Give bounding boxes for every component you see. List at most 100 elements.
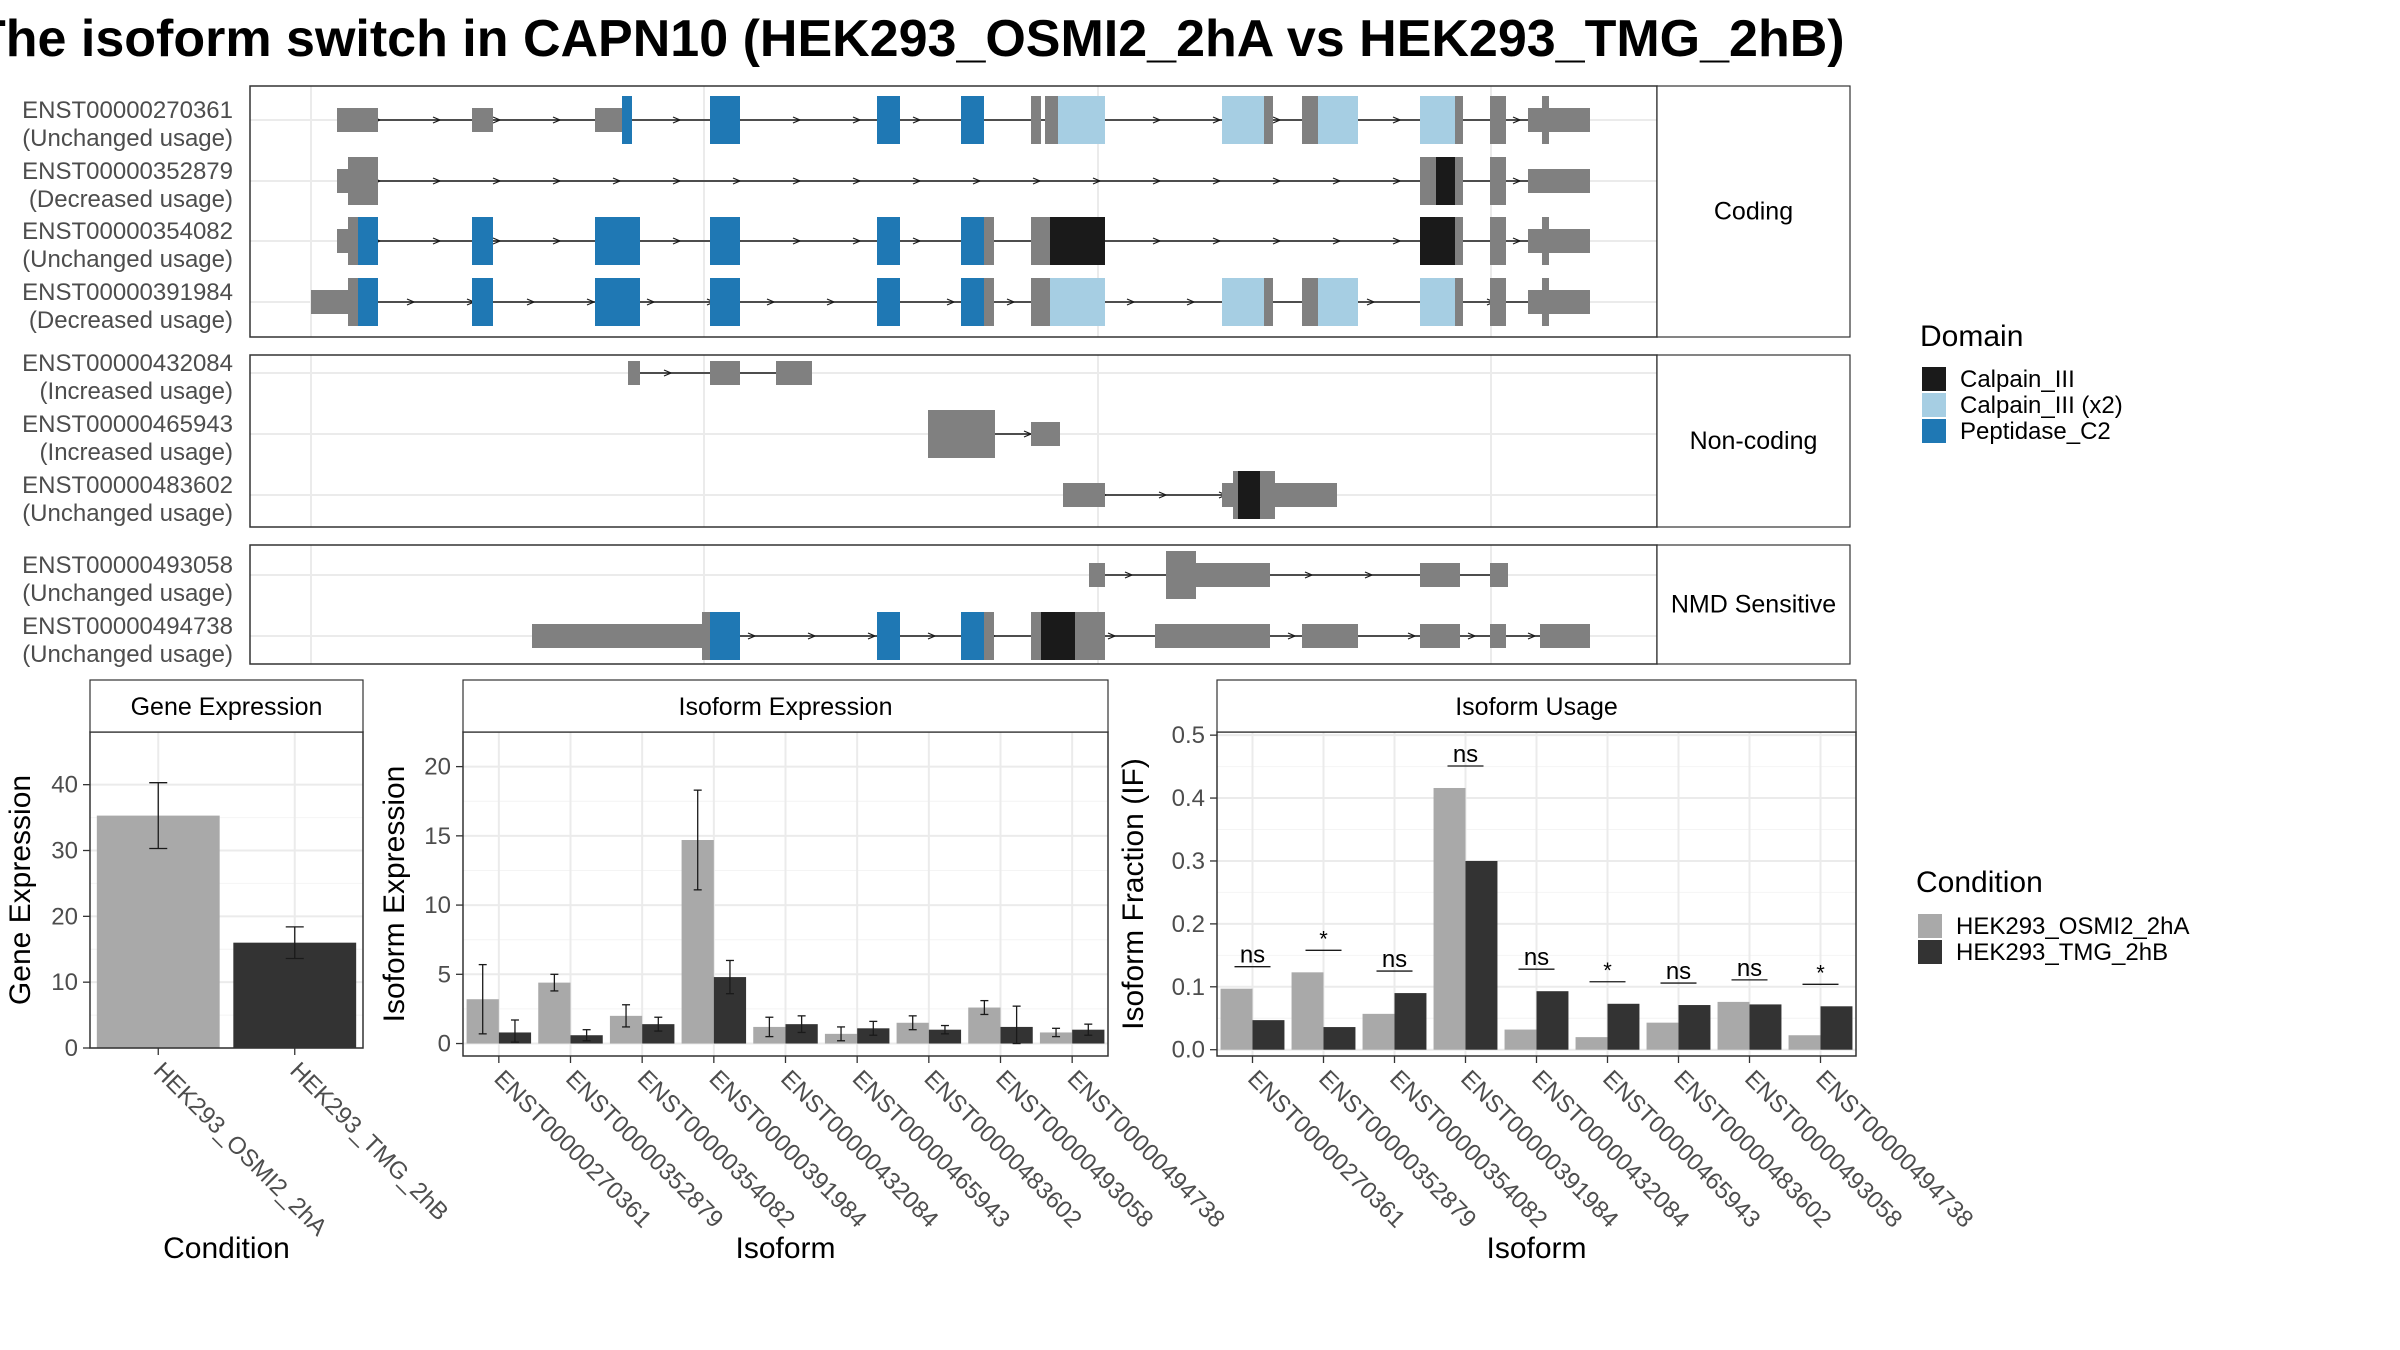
strand-arrow (552, 177, 562, 185)
exon (1542, 217, 1549, 265)
exon (1275, 483, 1337, 507)
protein-domain (961, 96, 984, 144)
bar (1820, 1006, 1853, 1050)
transcript-id: ENST00000354082 (22, 218, 233, 245)
exon (311, 290, 348, 314)
protein-domain (1041, 217, 1050, 265)
bar (642, 1024, 675, 1044)
strand-arrow (792, 237, 802, 245)
y-axis-title: Isoform Fraction (IF) (1117, 758, 1150, 1030)
exon (1490, 563, 1508, 587)
strip-box (462, 679, 1109, 733)
significance-label: ns (1453, 741, 1478, 768)
protein-domain (1490, 278, 1506, 326)
protein-domain (1302, 96, 1318, 144)
transcript-id: ENST00000432084 (22, 350, 233, 377)
strand-arrow (1512, 237, 1522, 245)
y-tick-label: 10 (424, 892, 451, 919)
exon (337, 229, 348, 253)
chart-title: Gene Expression (131, 693, 323, 721)
strand-arrow (646, 298, 656, 306)
strand-arrow (1212, 237, 1222, 245)
exon (1155, 624, 1270, 648)
exon (1490, 624, 1506, 648)
strip-box (89, 679, 364, 733)
protein-domain (877, 217, 900, 265)
chart-title: Isoform Usage (1455, 693, 1618, 721)
strand-arrow (1332, 177, 1342, 185)
strand-arrow (1124, 571, 1134, 579)
exon (1302, 624, 1358, 648)
exon (1420, 157, 1436, 205)
protein-domain (1264, 278, 1273, 326)
y-tick-label: 0.5 (1172, 722, 1205, 749)
protein-domain (622, 96, 632, 144)
strand-arrow (663, 369, 673, 377)
strip-box (1656, 354, 1851, 528)
exon (1540, 624, 1590, 648)
bar (1678, 1005, 1711, 1050)
bar (1575, 1037, 1608, 1050)
protein-domain (1420, 217, 1455, 265)
transcript-usage: (Increased usage) (40, 378, 233, 405)
strand-arrow (432, 177, 442, 185)
protein-domain (1041, 278, 1050, 326)
exon (1542, 96, 1549, 144)
strip-box (1656, 85, 1851, 338)
strand-arrow (1392, 237, 1402, 245)
legend-swatch (1922, 419, 1946, 443)
protein-domain (595, 278, 640, 326)
bar (1788, 1035, 1821, 1050)
protein-domain (472, 278, 493, 326)
transcript-usage: (Unchanged usage) (22, 641, 233, 668)
protein-domain (877, 278, 900, 326)
strand-arrow (732, 177, 742, 185)
protein-domain (1455, 278, 1463, 326)
y-axis-title: Gene Expression (4, 775, 37, 1005)
strand-arrow (946, 298, 956, 306)
exon (1490, 157, 1506, 205)
bar (928, 1029, 962, 1044)
protein-domain (1318, 278, 1358, 326)
strand-arrow (852, 237, 862, 245)
protein-domain (1490, 96, 1506, 144)
exon (1528, 229, 1590, 253)
bar (1039, 1032, 1073, 1044)
transcript-usage: (Unchanged usage) (22, 580, 233, 607)
exon (348, 217, 358, 265)
protein-domain (1238, 471, 1260, 519)
exon (776, 361, 812, 385)
strand-arrow (766, 298, 776, 306)
y-tick-label: 0.1 (1172, 974, 1205, 1001)
exon (337, 169, 348, 193)
strand-arrow (1304, 571, 1314, 579)
y-tick-label: 0.3 (1172, 848, 1205, 875)
bar (1362, 1013, 1395, 1050)
bar (1323, 1027, 1356, 1050)
exon (1089, 563, 1105, 587)
strand-arrow (807, 632, 817, 640)
protein-domain (1455, 217, 1463, 265)
strand-arrow (1158, 491, 1168, 499)
exon (1063, 483, 1105, 507)
protein-domain (1045, 96, 1058, 144)
significance-label: ns (1524, 944, 1549, 971)
bar (785, 1024, 818, 1044)
transcript-usage: (Decreased usage) (29, 186, 233, 213)
strand-arrow (1392, 116, 1402, 124)
strand-arrow (1152, 237, 1162, 245)
bar (233, 942, 357, 1048)
bar (1749, 1004, 1782, 1050)
strand-arrow (432, 116, 442, 124)
protein-domain (1420, 96, 1455, 144)
significance-label: * (1603, 958, 1612, 983)
strand-arrow (492, 116, 502, 124)
protein-domain (961, 278, 984, 326)
protein-domain (1031, 96, 1041, 144)
significance-label: * (1319, 926, 1328, 951)
strand-arrow (552, 116, 562, 124)
bar (1394, 993, 1427, 1050)
legend-label: Calpain_III (x2) (1960, 392, 2123, 419)
strand-arrow (492, 177, 502, 185)
transcript-usage: (Increased usage) (40, 439, 233, 466)
